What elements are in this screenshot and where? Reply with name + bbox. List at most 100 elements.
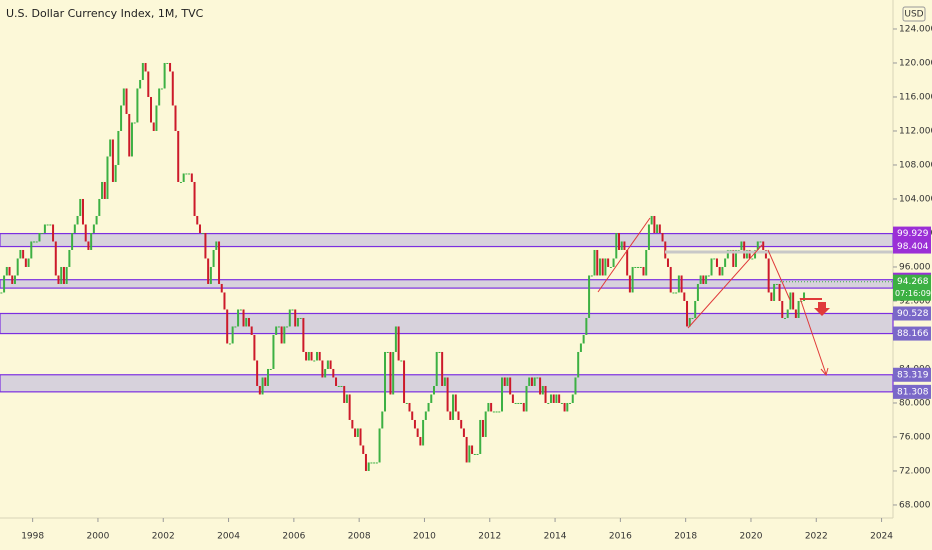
y-tick-label: 76.000 (899, 432, 931, 442)
candle (432, 385, 435, 395)
candle (707, 275, 710, 277)
candle (98, 198, 101, 216)
candle (775, 283, 778, 285)
x-tick-label: 2022 (805, 532, 828, 542)
candle (481, 419, 484, 437)
candle (748, 249, 751, 259)
candle (751, 258, 754, 260)
candle (261, 377, 264, 395)
price-label-box (893, 226, 931, 241)
candle (136, 88, 139, 123)
candle (84, 224, 87, 242)
candle (666, 258, 669, 267)
candle (242, 309, 245, 327)
candle (735, 249, 738, 267)
countdown: 07:16:09 (895, 289, 931, 298)
candle (305, 351, 308, 361)
candle (198, 224, 201, 233)
chart-title: U.S. Dollar Currency Index, 1M, TVC (6, 7, 204, 20)
candle (661, 232, 664, 242)
candle (133, 122, 136, 124)
candle (615, 232, 618, 259)
candle (522, 402, 525, 412)
candle (509, 377, 512, 395)
candle (345, 394, 348, 403)
candle (582, 334, 585, 344)
candle (283, 326, 286, 344)
candle (438, 351, 441, 353)
candle (609, 266, 612, 268)
candle (612, 258, 615, 267)
candle (443, 377, 446, 386)
zone (0, 232, 894, 248)
candle (30, 241, 33, 259)
candle (141, 62, 144, 80)
candle (650, 215, 653, 225)
candle (196, 215, 199, 225)
candle (715, 258, 718, 267)
candle (193, 181, 196, 216)
candle (250, 326, 253, 335)
price-label-box (893, 306, 931, 321)
annotations (597, 217, 830, 377)
candle (335, 377, 338, 386)
currency-label: USD (904, 10, 923, 20)
price-label: 98.404 (897, 242, 929, 252)
candle (370, 462, 373, 464)
candle (786, 309, 789, 318)
candle (33, 241, 36, 243)
candle (634, 266, 637, 268)
candle (487, 402, 490, 412)
candle (525, 385, 528, 412)
candle (182, 173, 185, 182)
zone (0, 312, 894, 335)
candle (691, 317, 694, 319)
candle (367, 462, 370, 471)
candle (394, 326, 397, 352)
candle (362, 445, 365, 454)
candle (92, 224, 95, 233)
candle (302, 317, 305, 352)
candle (106, 156, 109, 199)
candle (770, 292, 773, 301)
candle (76, 215, 79, 225)
candle (577, 351, 580, 378)
candle (555, 394, 558, 403)
candle (411, 411, 414, 420)
candle (79, 198, 82, 216)
price-label: 99.929 (897, 229, 929, 239)
candle (656, 224, 659, 233)
zone (0, 374, 894, 393)
candle (724, 258, 727, 267)
candle (120, 105, 123, 131)
candle (239, 309, 242, 311)
candle (22, 249, 25, 259)
candle (95, 215, 98, 225)
price-label-box (893, 239, 931, 254)
candle (155, 105, 158, 131)
candle (272, 334, 275, 369)
candle (647, 224, 650, 250)
candle (435, 351, 438, 386)
candle (539, 377, 542, 395)
candle (593, 249, 596, 276)
candle (495, 411, 498, 413)
candle (117, 130, 120, 165)
trend-line (597, 217, 651, 293)
candle (258, 385, 261, 395)
projection-arrow (799, 297, 827, 375)
candle (356, 428, 359, 437)
candle (179, 181, 182, 183)
x-tick-label: 2018 (674, 532, 697, 542)
candle (340, 385, 343, 387)
candle (169, 62, 172, 72)
candle (212, 249, 215, 267)
candle (381, 411, 384, 429)
candle (122, 88, 125, 106)
candle (389, 351, 392, 395)
x-tick-label: 2006 (282, 532, 305, 542)
candle (318, 351, 321, 361)
x-tick-label: 2010 (413, 532, 436, 542)
candle (637, 266, 640, 268)
